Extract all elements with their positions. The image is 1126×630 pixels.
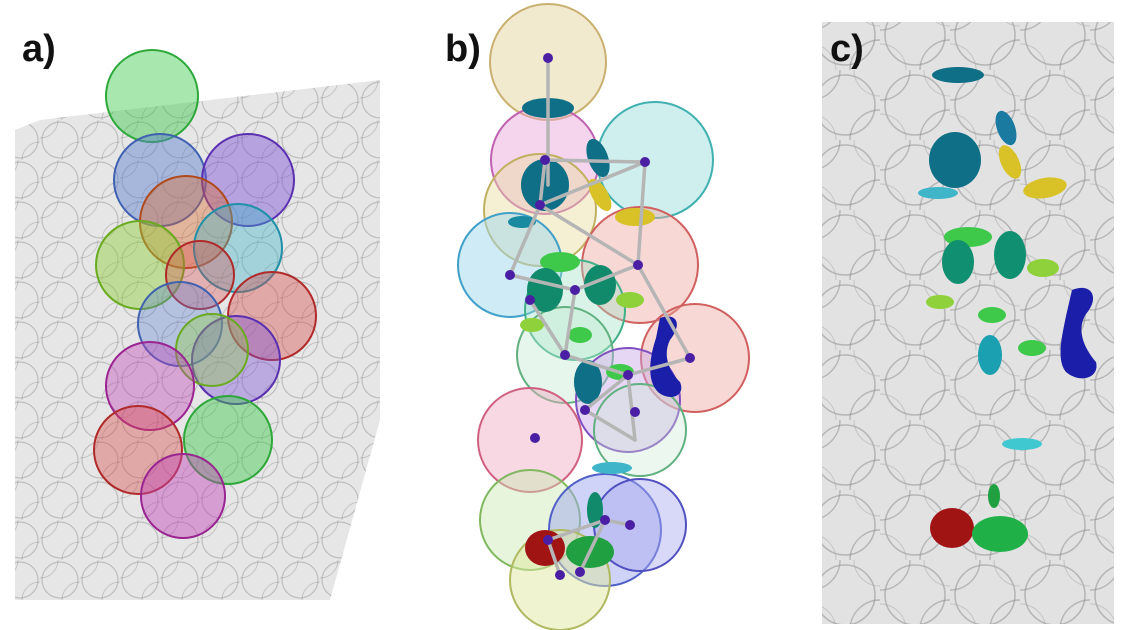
panel-b-render xyxy=(457,3,750,630)
pore-spheres xyxy=(93,49,317,539)
throat xyxy=(930,508,974,548)
node xyxy=(543,53,553,63)
pore-sphere xyxy=(140,453,226,539)
throat xyxy=(584,265,616,305)
node xyxy=(623,370,633,380)
pore-sphere xyxy=(93,405,183,495)
panel-c-render xyxy=(822,22,1114,624)
throat xyxy=(972,516,1028,552)
node xyxy=(570,285,580,295)
throat xyxy=(615,208,655,226)
pore-sphere xyxy=(191,315,281,405)
pore-spheres xyxy=(457,3,750,630)
node xyxy=(685,353,695,363)
throat xyxy=(616,292,644,308)
throat xyxy=(508,216,536,228)
node xyxy=(543,535,553,545)
panel-a-label: a) xyxy=(22,28,56,70)
throat xyxy=(978,335,1002,375)
throat xyxy=(918,187,958,199)
pore-sphere xyxy=(201,133,295,227)
throat xyxy=(1027,259,1059,277)
pore-sphere xyxy=(593,383,687,477)
node xyxy=(575,567,585,577)
throat xyxy=(978,307,1006,323)
throat xyxy=(540,252,580,272)
node xyxy=(535,200,545,210)
throat xyxy=(929,132,981,188)
node xyxy=(530,433,540,443)
throat xyxy=(588,178,612,212)
pore-sphere xyxy=(183,395,273,485)
throat xyxy=(586,138,610,178)
node xyxy=(560,350,570,360)
throat xyxy=(942,240,974,284)
node xyxy=(640,157,650,167)
throat xyxy=(926,295,954,309)
throat xyxy=(994,231,1026,279)
throat xyxy=(592,462,632,474)
panel-a-render xyxy=(15,49,380,600)
network-nodes xyxy=(505,53,695,580)
throat xyxy=(568,327,592,343)
node xyxy=(555,570,565,580)
panel-b-label: b) xyxy=(445,28,481,70)
throat xyxy=(527,268,563,312)
throat xyxy=(1060,287,1097,379)
node xyxy=(633,260,643,270)
panel-c: c) xyxy=(810,0,1126,630)
throat xyxy=(574,360,602,404)
throat xyxy=(1002,438,1042,450)
pore-sphere xyxy=(193,203,283,293)
pore-sphere xyxy=(165,240,235,310)
throat xyxy=(587,492,603,528)
throat xyxy=(988,484,1000,508)
node xyxy=(580,405,590,415)
throat xyxy=(998,145,1022,179)
panel-a: a) xyxy=(0,0,390,630)
node xyxy=(505,270,515,280)
network-edges xyxy=(508,56,692,577)
throat xyxy=(1018,340,1046,356)
pore-sphere xyxy=(105,49,199,143)
throat xyxy=(995,110,1017,146)
throat xyxy=(650,316,682,397)
pore-sphere xyxy=(477,387,583,493)
node xyxy=(525,295,535,305)
throat xyxy=(1023,177,1067,199)
node xyxy=(600,515,610,525)
node xyxy=(630,407,640,417)
panel-c-label: c) xyxy=(830,28,864,70)
pore-throats xyxy=(918,67,1097,552)
throat xyxy=(932,67,984,83)
node xyxy=(540,155,550,165)
throat xyxy=(520,318,544,332)
node xyxy=(625,520,635,530)
panel-b: b) xyxy=(400,0,800,630)
